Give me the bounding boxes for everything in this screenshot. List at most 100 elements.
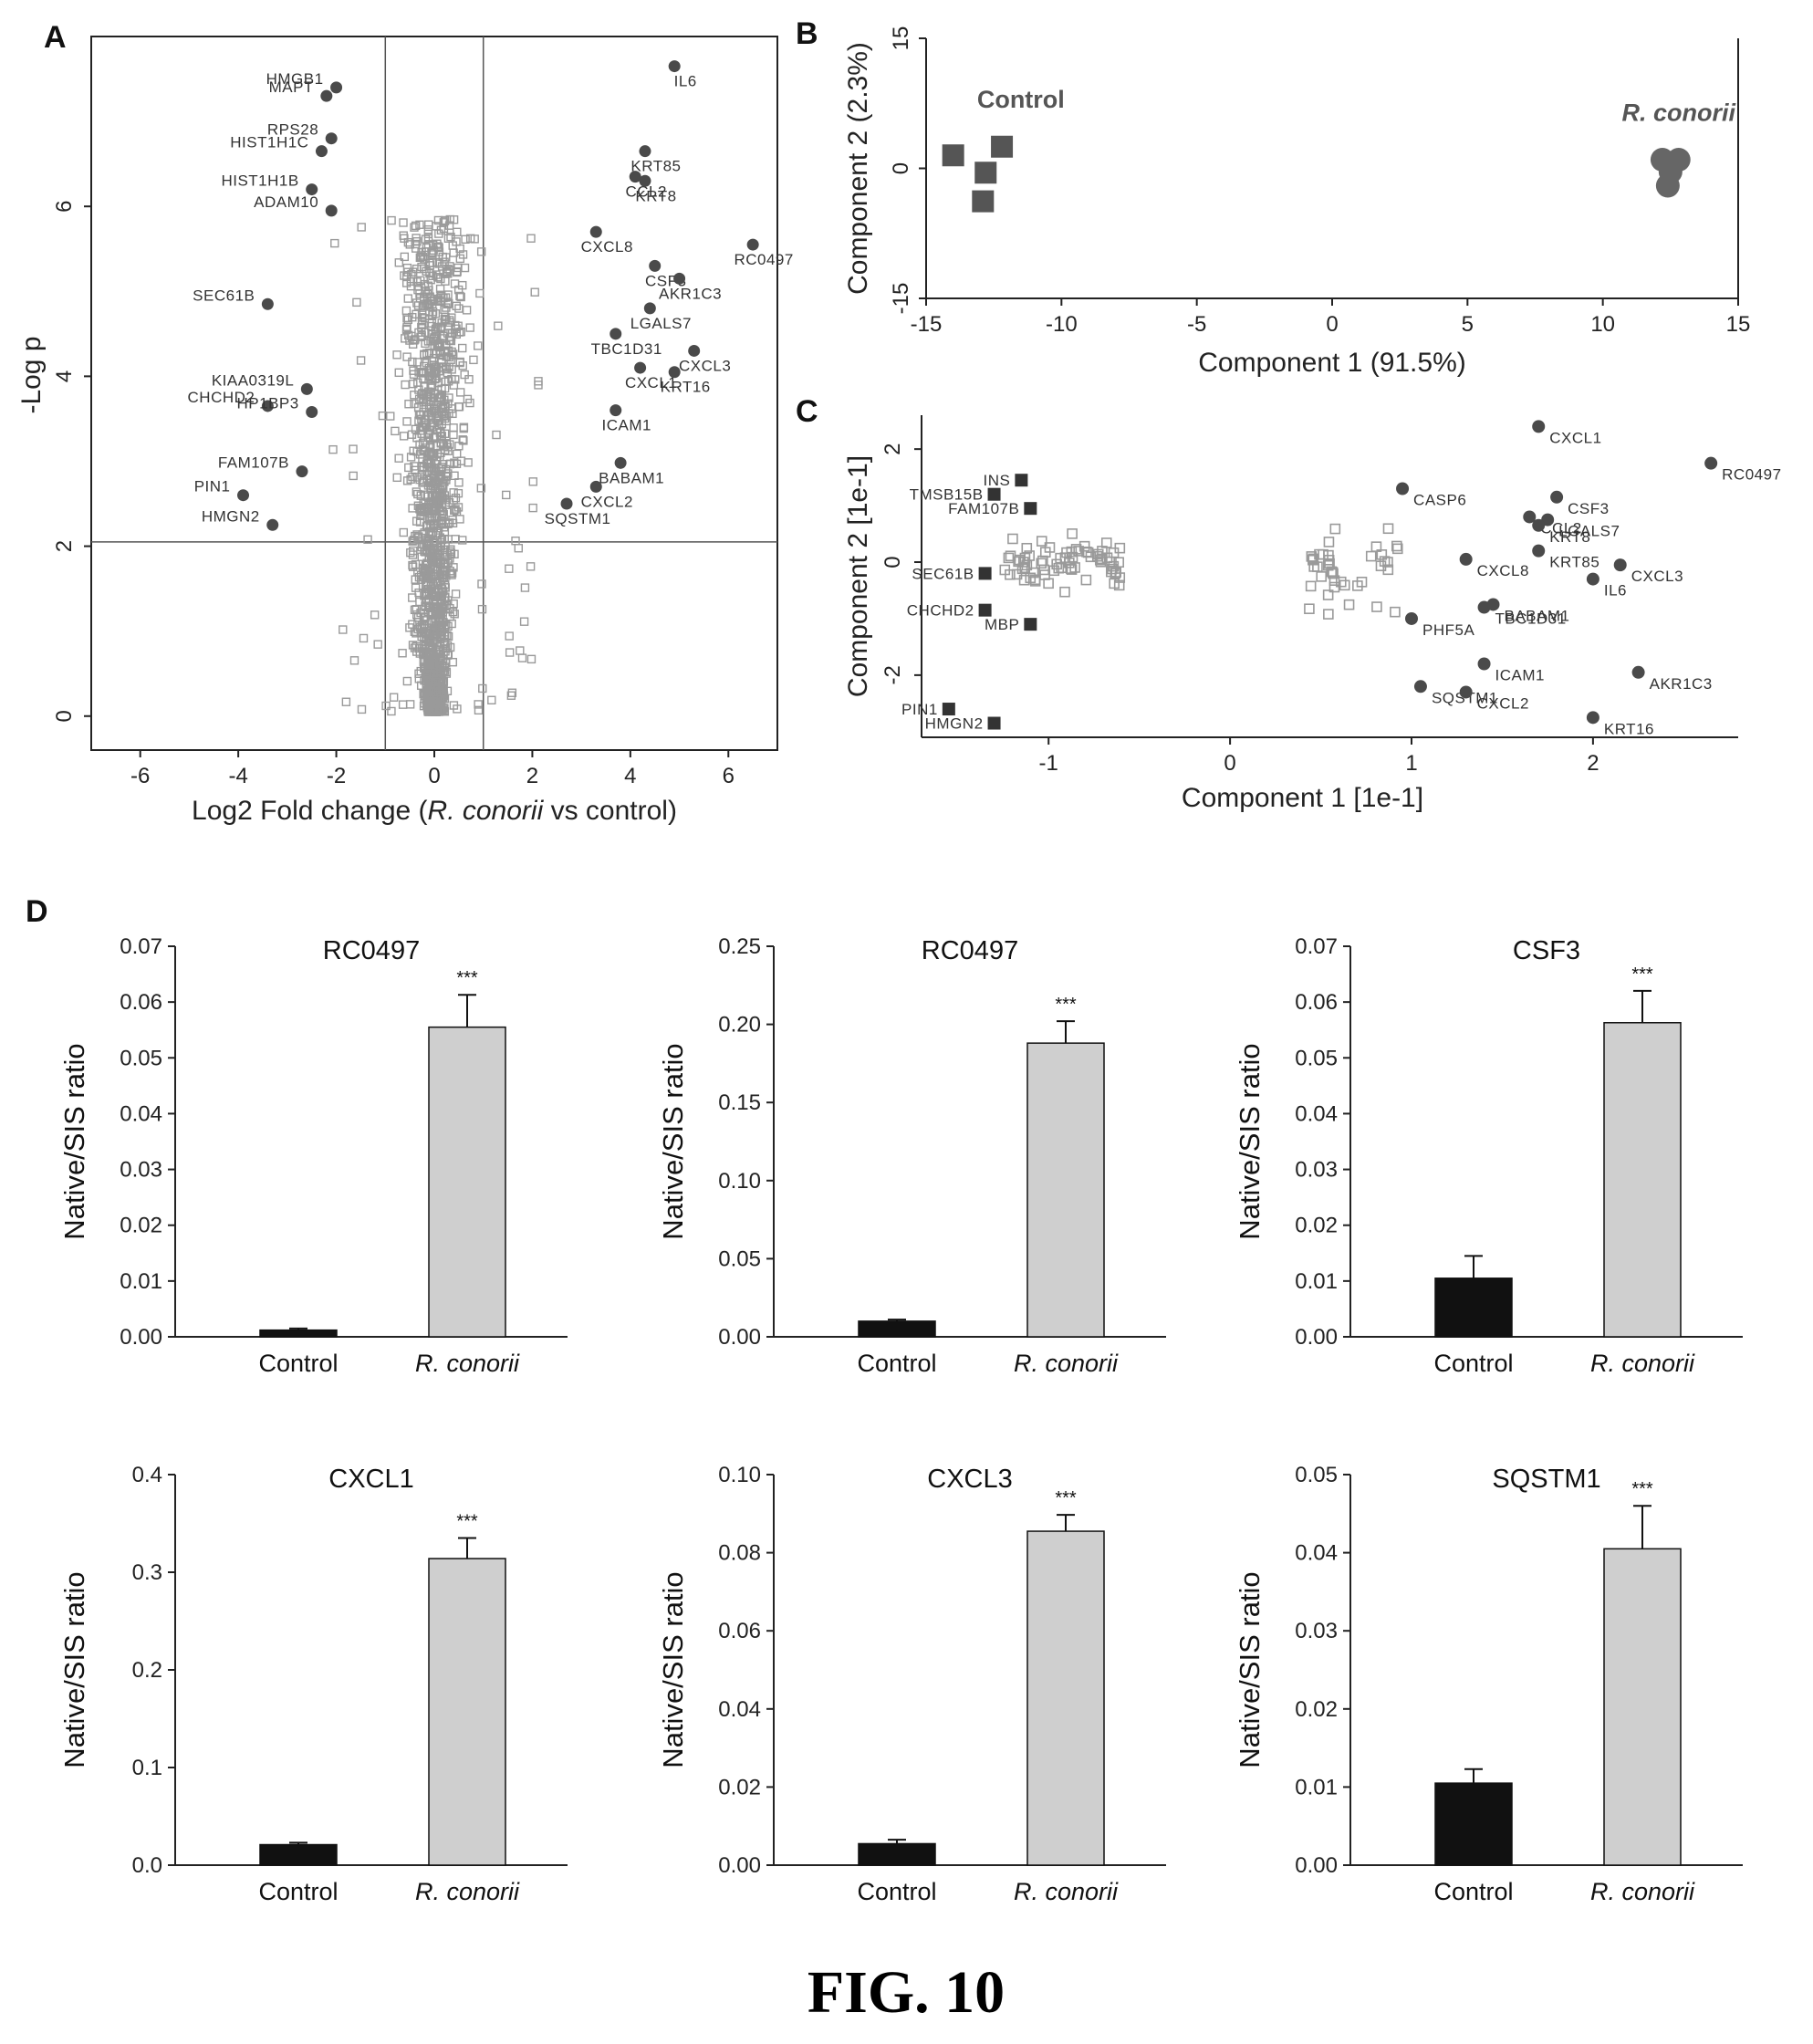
volcano-background-point xyxy=(449,488,458,497)
volcano-background-point xyxy=(425,603,435,613)
pca-c-background-point xyxy=(1025,572,1037,584)
volcano-background-point xyxy=(452,267,462,277)
volcano-background-point xyxy=(422,690,432,699)
pca-c-background-point xyxy=(1036,558,1047,569)
bar-chart-2: 0.00 0.05 0.10 0.15 0.20 0.25 RC0497 Native/SIS… xyxy=(657,934,1166,1377)
bar-category-label: R. conorii xyxy=(1590,1878,1695,1905)
volcano-background-point xyxy=(449,423,458,433)
volcano-background-point xyxy=(424,475,434,485)
volcano-background-point xyxy=(454,478,464,487)
bar-y-axis-title: Native/SIS ratio xyxy=(58,1571,90,1768)
bar-y-tick-label: 0.05 xyxy=(120,1046,162,1070)
bar-y-tick-label: 0.04 xyxy=(120,1101,162,1126)
volcano-x-tick-label: 2 xyxy=(526,764,538,788)
bar-charts: 0.00 0.01 0.02 0.03 0.04 0.05 0.06 0.07 RC0497 Na… xyxy=(58,934,1743,1905)
volcano-background-point xyxy=(423,234,433,244)
volcano-background-point xyxy=(398,700,408,709)
pca-b-x-tick-label: -10 xyxy=(1046,312,1078,337)
pca-c-point-ccl2 xyxy=(1523,510,1537,524)
volcano-background-point xyxy=(394,368,403,378)
treated-bar xyxy=(1026,1530,1105,1866)
volcano-point-babam1 xyxy=(614,456,627,469)
volcano-background-point xyxy=(444,393,453,402)
pca-c-background-point xyxy=(1365,550,1377,562)
significance-marker: *** xyxy=(1055,995,1077,1015)
volcano-background-point xyxy=(386,412,395,421)
volcano-x-tick-label: -2 xyxy=(327,764,346,788)
volcano-background-point xyxy=(400,252,410,262)
volcano-background-point xyxy=(434,367,443,376)
pca-c-background-point xyxy=(1059,586,1070,598)
volcano-background-point xyxy=(414,588,423,598)
volcano-label-lgals7: LGALS7 xyxy=(630,315,692,332)
treated-bar xyxy=(1603,1022,1682,1338)
volcano-background-point xyxy=(460,370,469,380)
volcano-background-point xyxy=(451,493,461,503)
pca-c-background-point xyxy=(1019,552,1031,564)
volcano-background-point xyxy=(413,618,422,627)
volcano-background-point xyxy=(435,666,444,675)
volcano-label-cxcl2: CXCL2 xyxy=(581,493,633,510)
volcano-point-lgals7 xyxy=(643,302,656,315)
volcano-label-pin1: PIN1 xyxy=(194,478,231,495)
volcano-background-point xyxy=(422,359,432,368)
volcano-x-tick-label: -4 xyxy=(228,764,247,788)
volcano-background-point xyxy=(474,341,483,350)
pca-b-control-label: Control xyxy=(977,86,1065,113)
volcano-point-fam107b xyxy=(296,465,308,478)
treated-bar xyxy=(428,1558,506,1866)
pca-c-label-cxcl8: CXCL8 xyxy=(1477,562,1529,579)
volcano-background-point xyxy=(426,458,436,468)
volcano-label-krt16: KRT16 xyxy=(661,379,711,396)
volcano-background-point xyxy=(428,299,437,308)
volcano-point-kiaa0319l xyxy=(300,382,313,395)
bar-chart-3: 0.00 0.01 0.02 0.03 0.04 0.05 0.06 0.07 CSF3 Nati… xyxy=(1234,934,1743,1377)
bar-y-tick-label: 0.03 xyxy=(120,1158,162,1183)
pca-c-point-cxcl3 xyxy=(1613,558,1627,572)
volcano-background-point xyxy=(454,402,464,412)
volcano-background-point xyxy=(445,214,454,224)
pca-group-plot: -15 -10 -5 0 5 10 15 -15 0 15 Control R. conorii Com… xyxy=(843,26,1750,378)
pca-c-y-tick-label: -2 xyxy=(880,665,905,684)
volcano-background-point xyxy=(526,234,536,243)
volcano-background-point xyxy=(411,531,420,541)
volcano-background-point xyxy=(453,321,463,330)
volcano-label-il6: IL6 xyxy=(674,73,697,90)
pca-c-label-tbc1d31: TBC1D31 xyxy=(1495,610,1567,628)
volcano-background-point xyxy=(420,314,430,323)
volcano-background-point xyxy=(402,417,412,426)
bar-y-tick-label: 0.04 xyxy=(1295,1101,1338,1126)
volcano-background-point xyxy=(422,243,432,253)
volcano-background-point xyxy=(420,547,429,556)
volcano-background-point xyxy=(454,304,464,313)
volcano-background-point xyxy=(530,287,539,297)
pca-c-point-tmsb15b xyxy=(987,487,1001,501)
volcano-background-point xyxy=(406,548,415,558)
volcano-background-point xyxy=(409,366,418,375)
bar-y-tick-label: 0.4 xyxy=(132,1463,162,1487)
volcano-label-cxcl8: CXCL8 xyxy=(581,238,633,256)
volcano-background-point xyxy=(349,471,358,481)
volcano-background-point xyxy=(399,218,408,227)
pca-c-background-point xyxy=(1069,562,1080,573)
volcano-background-point xyxy=(433,215,443,225)
bar-chart-title: SQSTM1 xyxy=(1492,1465,1600,1494)
volcano-background-point xyxy=(419,476,428,486)
volcano-background-point xyxy=(519,617,529,626)
volcano-background-point xyxy=(349,656,359,665)
bar-y-tick-label: 0.06 xyxy=(1295,990,1338,1015)
pca-c-background-point xyxy=(1011,568,1023,580)
pca-c-background-point xyxy=(1391,543,1403,555)
volcano-point-akr1c3 xyxy=(673,272,686,285)
pca-c-background-point xyxy=(1329,523,1341,535)
pca-c-point-pin1 xyxy=(942,703,955,716)
volcano-background-point xyxy=(404,400,413,409)
volcano-label-mapt: MAPT xyxy=(269,78,314,96)
panel-letter-a: A xyxy=(44,20,67,55)
volcano-background-point xyxy=(339,625,348,634)
volcano-label-hist1h1b: HIST1H1B xyxy=(221,172,298,190)
volcano-background-point xyxy=(408,267,418,276)
volcano-background-point xyxy=(457,343,467,353)
volcano-background-point xyxy=(459,423,468,433)
volcano-background-point xyxy=(422,683,431,694)
